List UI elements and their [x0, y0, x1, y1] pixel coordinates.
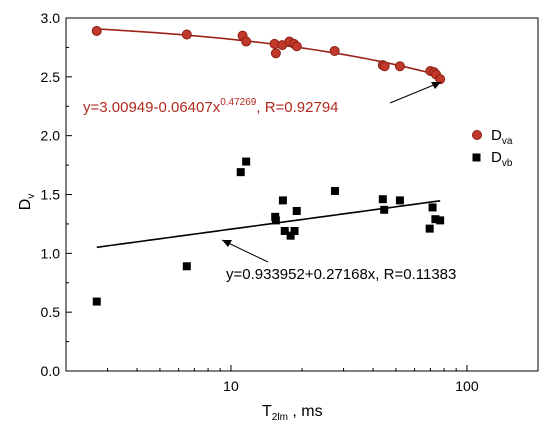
point-vb — [290, 226, 299, 235]
legend-marker-va — [472, 130, 482, 140]
legend-marker-vb — [472, 153, 481, 162]
point-vb — [331, 186, 340, 195]
y-tick-label: 0.5 — [41, 304, 61, 320]
point-vb — [236, 168, 245, 177]
legend: Dva Dvb — [472, 127, 513, 169]
legend-label-va: Dva — [491, 127, 513, 147]
ticks — [66, 17, 468, 372]
point-vb — [271, 216, 280, 225]
point-va — [394, 61, 405, 72]
point-vb — [278, 196, 287, 205]
point-vb — [436, 216, 445, 225]
point-va — [291, 41, 302, 52]
point-vb — [425, 224, 434, 233]
plot-frame — [65, 17, 539, 372]
x-tick-label: 100 — [455, 378, 479, 394]
fit-line-vb — [96, 200, 441, 249]
y-tick-label: 2.5 — [41, 69, 61, 85]
x-tick-label: 10 — [223, 378, 239, 394]
point-va — [435, 74, 446, 85]
y-tick-label: 0.0 — [41, 363, 61, 379]
point-vb — [292, 206, 301, 215]
point-vb — [286, 231, 295, 240]
y-axis-title: Dv — [17, 194, 37, 211]
data-points — [91, 25, 446, 306]
equation-vb: y=0.933952+0.27168x, R=0.11383 — [226, 266, 456, 283]
tick-labels: 0.0 0.5 1.0 1.5 2.0 2.5 3.0 10 100 — [41, 10, 479, 394]
point-vb — [428, 203, 437, 212]
point-vb — [92, 297, 101, 306]
point-vb — [431, 215, 440, 224]
point-va — [379, 61, 390, 72]
annotation-arrow-va — [389, 81, 442, 104]
point-vb — [280, 226, 289, 235]
point-va — [270, 48, 281, 59]
equation-va: y=3.00949-0.06407x0.47269, R=0.92794 — [83, 97, 339, 116]
point-va — [241, 36, 252, 47]
point-vb — [242, 157, 251, 166]
fit-line-va — [96, 28, 442, 77]
point-vb — [378, 195, 387, 204]
y-tick-label: 2.0 — [41, 128, 61, 144]
point-va — [91, 25, 102, 36]
arrowhead-va — [431, 82, 441, 89]
point-va — [329, 45, 340, 56]
legend-label-vb: Dvb — [491, 149, 513, 169]
point-va — [181, 29, 192, 40]
point-vb — [395, 196, 404, 205]
point-vb — [182, 262, 191, 271]
y-tick-label: 1.0 — [41, 245, 61, 261]
arrowhead-vb — [222, 240, 232, 247]
fit-lines — [96, 28, 442, 249]
x-axis-title: T2lm , ms — [262, 403, 323, 423]
point-vb — [380, 205, 389, 214]
y-tick-label: 1.5 — [41, 187, 61, 203]
y-tick-label: 3.0 — [41, 10, 61, 26]
